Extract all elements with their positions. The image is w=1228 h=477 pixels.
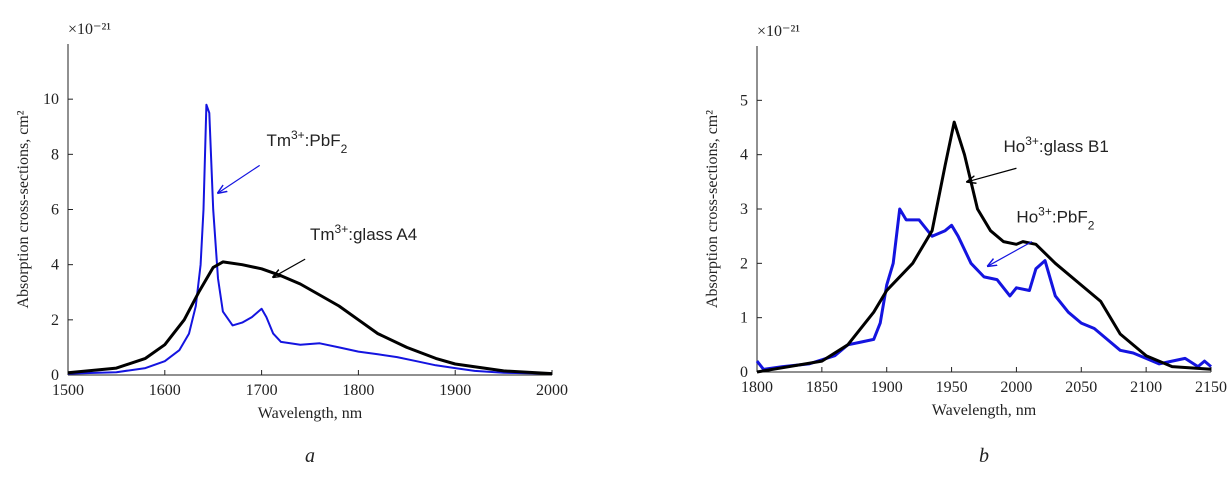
series-label: Ho3+:PbF2 bbox=[1016, 205, 1094, 233]
caption: b bbox=[979, 445, 989, 467]
series-label: Tm3+:PbF2 bbox=[266, 128, 347, 156]
annotation-arrow bbox=[273, 258, 306, 277]
y-tick-label: 1 bbox=[740, 310, 748, 327]
x-tick-label: 2050 bbox=[1065, 379, 1097, 396]
x-tick-label: 1700 bbox=[246, 382, 278, 399]
x-tick-label: 1900 bbox=[439, 382, 471, 399]
x-tick-label: 1850 bbox=[806, 379, 838, 396]
x-tick-label: 2100 bbox=[1130, 379, 1162, 396]
y-tick-label: 0 bbox=[740, 364, 748, 381]
data-line bbox=[755, 207, 1212, 371]
y-tick-label: 8 bbox=[51, 146, 59, 163]
exponent-label: ×10⁻²¹ bbox=[757, 23, 800, 40]
y-axis-label: Absorption cross-sections, cm² bbox=[704, 110, 721, 308]
x-tick-label: 2150 bbox=[1195, 379, 1227, 396]
x-axis-label: Wavelength, nm bbox=[258, 405, 363, 422]
x-tick-label: 2000 bbox=[1000, 379, 1032, 396]
data-line bbox=[756, 120, 1212, 374]
y-tick-label: 2 bbox=[740, 255, 748, 272]
y-tick-label: 3 bbox=[740, 201, 748, 218]
y-tick-label: 4 bbox=[51, 257, 59, 274]
y-tick-label: 10 bbox=[43, 91, 59, 108]
y-tick-label: 5 bbox=[740, 92, 748, 109]
x-tick-label: 1950 bbox=[936, 379, 968, 396]
y-tick-label: 4 bbox=[740, 147, 748, 164]
annotation-arrow bbox=[988, 241, 1033, 266]
y-tick-label: 0 bbox=[51, 367, 59, 384]
x-tick-label: 1500 bbox=[52, 382, 84, 399]
series-label: Ho3+:glass B1 bbox=[1003, 134, 1108, 156]
y-axis-label: Absorption cross-sections, cm² bbox=[15, 110, 32, 308]
x-tick-label: 2000 bbox=[536, 382, 568, 399]
data-line bbox=[67, 260, 553, 376]
x-tick-label: 1800 bbox=[741, 379, 773, 396]
x-tick-label: 1600 bbox=[149, 382, 181, 399]
exponent-label: ×10⁻²¹ bbox=[68, 21, 111, 38]
y-tick-label: 2 bbox=[51, 312, 59, 329]
x-axis-label: Wavelength, nm bbox=[932, 402, 1037, 419]
annotation-arrow bbox=[967, 167, 1017, 182]
annotation-arrow bbox=[218, 164, 260, 193]
series-label: Tm3+:glass A4 bbox=[310, 222, 417, 244]
x-tick-label: 1900 bbox=[871, 379, 903, 396]
data-line bbox=[67, 103, 553, 375]
y-tick-label: 6 bbox=[51, 202, 59, 219]
x-tick-label: 1800 bbox=[342, 382, 374, 399]
caption: a bbox=[305, 445, 315, 467]
